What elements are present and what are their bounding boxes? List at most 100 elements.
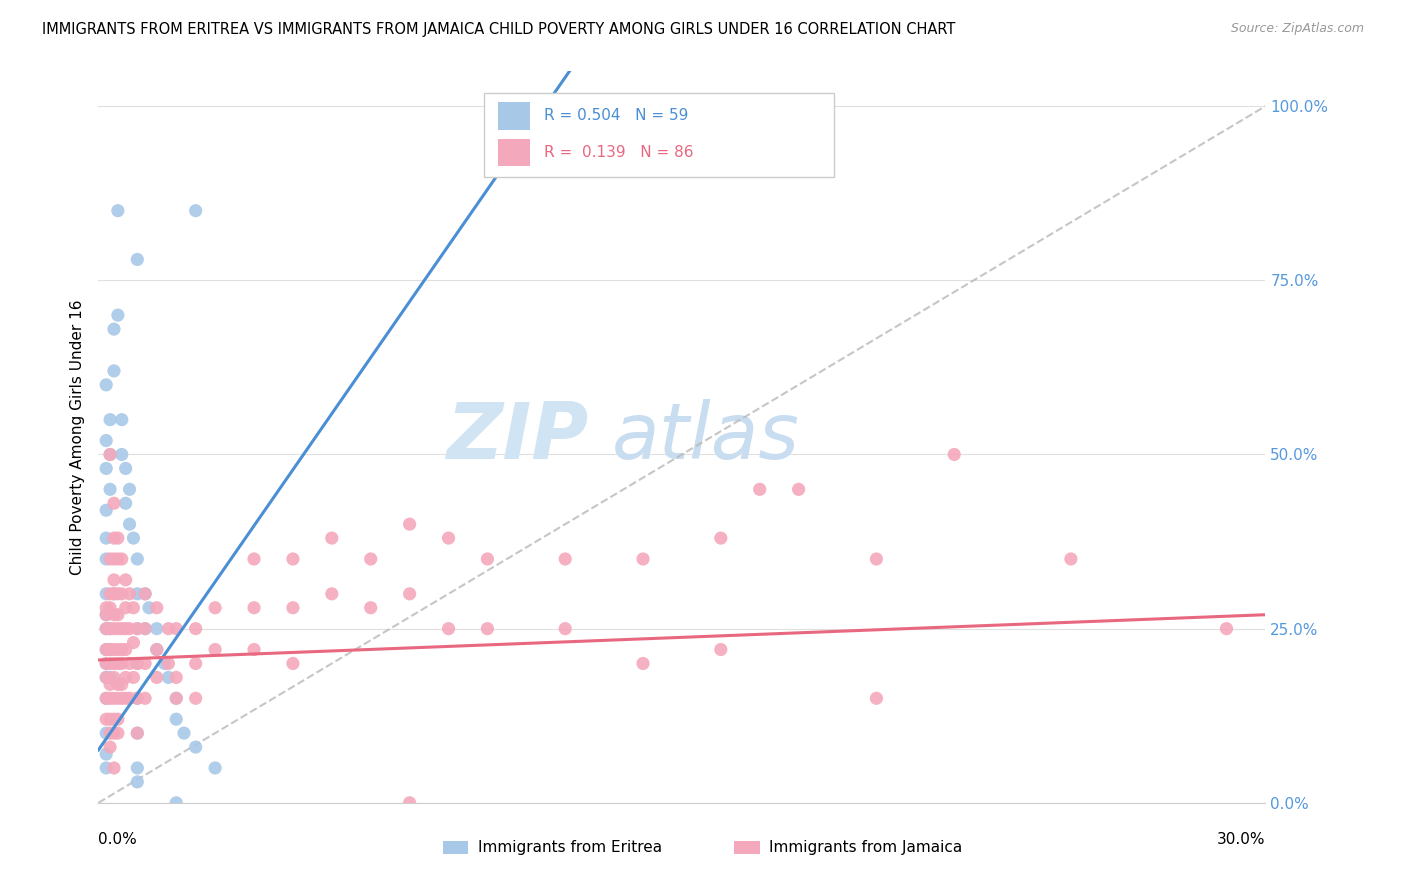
Point [96,607,118,622]
Text: IMMIGRANTS FROM ERITREA VS IMMIGRANTS FROM JAMAICA CHILD POVERTY AMONG GIRLS UND: IMMIGRANTS FROM ERITREA VS IMMIGRANTS FR… [42,22,956,37]
Point [103,552,125,566]
Point [204,761,226,775]
Point [118,657,141,671]
Point [127,622,149,636]
Point [96,587,118,601]
Point [127,726,149,740]
Point [98,483,121,497]
Point [157,670,180,684]
Point [96,747,118,761]
Point [184,691,207,706]
Point [98,448,121,462]
Text: atlas: atlas [612,399,800,475]
Point [114,670,136,684]
Point [96,761,118,775]
Point [184,657,207,671]
Point [98,642,121,657]
Point [165,691,187,706]
Point [98,726,121,740]
Point [477,622,499,636]
Point [107,642,129,657]
Point [146,622,169,636]
Point [360,600,382,615]
Point [146,642,169,657]
Text: 0.0%: 0.0% [98,832,138,847]
Point [118,483,141,497]
Text: Immigrants from Eritrea: Immigrants from Eritrea [478,840,662,855]
Point [477,552,499,566]
Point [127,252,149,267]
Point [127,552,149,566]
Point [98,587,121,601]
Point [107,203,129,218]
Point [165,712,187,726]
Point [165,670,187,684]
Point [103,657,125,671]
Point [107,677,129,691]
Point [103,622,125,636]
Point [107,712,129,726]
Point [173,726,195,740]
Point [114,461,136,475]
Point [204,642,226,657]
Point [157,657,180,671]
Point [281,657,304,671]
Point [96,691,118,706]
Point [107,308,129,322]
Point [1215,622,1237,636]
Point [127,657,149,671]
Point [118,587,141,601]
Point [631,657,654,671]
Point [98,600,121,615]
Point [122,531,145,545]
Point [184,622,207,636]
Point [111,642,134,657]
Point [398,796,420,810]
Point [96,461,118,475]
Point [122,635,145,649]
Point [122,670,145,684]
Text: R = 0.504   N = 59: R = 0.504 N = 59 [544,109,689,123]
FancyBboxPatch shape [443,841,468,854]
Point [134,657,156,671]
Point [398,517,420,532]
Point [554,552,576,566]
Point [103,364,125,378]
Point [96,642,118,657]
Point [134,587,156,601]
Point [134,691,156,706]
Y-axis label: Child Poverty Among Girls Under 16: Child Poverty Among Girls Under 16 [69,300,84,574]
Point [103,712,125,726]
Point [748,483,770,497]
Point [107,531,129,545]
Point [360,552,382,566]
Text: Source: ZipAtlas.com: Source: ZipAtlas.com [1230,22,1364,36]
Point [103,573,125,587]
Point [111,691,134,706]
Point [98,657,121,671]
Point [98,448,121,462]
Point [127,691,149,706]
Point [127,761,149,775]
Point [98,642,121,657]
Point [103,670,125,684]
Point [184,740,207,755]
FancyBboxPatch shape [498,102,530,130]
Point [321,587,343,601]
Point [281,552,304,566]
Text: R =  0.139   N = 86: R = 0.139 N = 86 [544,145,693,160]
Point [114,573,136,587]
Point [103,607,125,622]
Point [127,691,149,706]
Point [321,531,343,545]
Point [111,587,134,601]
Point [243,600,266,615]
Point [710,531,733,545]
Point [710,642,733,657]
Point [146,600,169,615]
Point [114,691,136,706]
Point [96,657,118,671]
Point [107,726,129,740]
Point [107,657,129,671]
FancyBboxPatch shape [734,841,761,854]
